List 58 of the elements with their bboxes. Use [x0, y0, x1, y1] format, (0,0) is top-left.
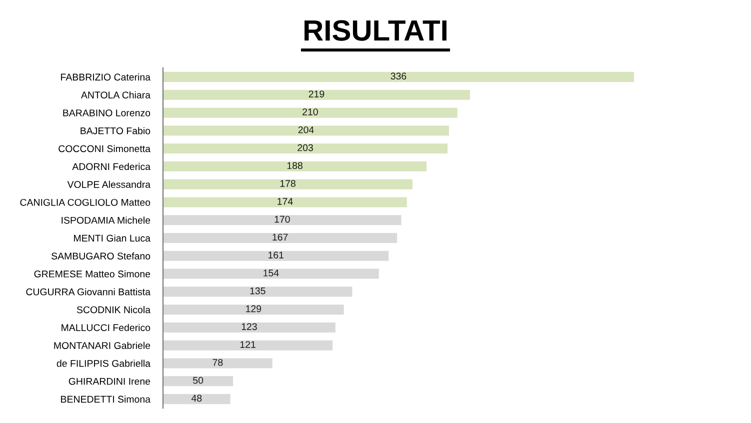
data-label: 154 [264, 270, 279, 276]
bar [163, 108, 458, 118]
bar [163, 126, 449, 136]
bar [163, 197, 407, 208]
bar [163, 179, 413, 190]
bar [163, 144, 448, 154]
bar [163, 90, 470, 100]
data-label: 174 [278, 198, 293, 205]
y-tick-label: GREMESE Matteo Simone [34, 270, 150, 278]
bar [163, 215, 402, 226]
data-label: 161 [268, 252, 284, 259]
y-tick-label: BAJETTO Fabio [80, 127, 150, 134]
data-label: 210 [302, 108, 318, 116]
y-tick-label: MONTANARI Gabriele [54, 342, 150, 349]
y-tick-label: MALLUCCI Federico [62, 324, 150, 332]
y-tick-label: ANTOLA Chiara [80, 91, 150, 98]
data-label: 219 [308, 90, 324, 98]
data-label: 123 [242, 323, 257, 330]
data-label: 78 [212, 358, 223, 366]
y-tick-label: FABBRIZIO Caterina [61, 73, 151, 81]
y-tick-label: BENEDETTI Simona [61, 396, 150, 403]
y-tick-label: COCCONI Simonetta [58, 145, 150, 152]
data-label: 204 [298, 126, 314, 134]
bar [163, 250, 389, 261]
data-label: 48 [191, 394, 202, 402]
data-label: 170 [274, 216, 290, 223]
y-tick-label: SAMBUGARO Stefano [52, 252, 150, 260]
y-tick-label: SCODNIK Nicola [76, 306, 150, 314]
bar [163, 161, 427, 172]
data-label: 135 [250, 287, 266, 294]
y-tick-label: CUGURRA Giovanni Battista [26, 288, 150, 296]
bar [163, 232, 398, 244]
data-label: 188 [287, 162, 302, 170]
data-label: 203 [298, 144, 313, 152]
y-tick-label: GHIRARDINI Irene [68, 378, 150, 385]
chart-title: RISULTATI [304, 20, 446, 41]
bar [163, 72, 634, 82]
y-tick-label: de FILIPPIS Gabriella [56, 360, 151, 367]
y-tick-label: VOLPE Alessandra [67, 180, 150, 188]
data-label: 178 [280, 180, 296, 187]
data-label: 50 [193, 376, 204, 384]
y-tick-label: BARABINO Lorenzo [63, 109, 150, 116]
y-tick-label: MENTI Gian Luca [74, 234, 151, 242]
bar [163, 358, 272, 368]
bar [163, 286, 352, 297]
data-label: 121 [240, 341, 256, 348]
data-label: 336 [390, 72, 406, 80]
bar [163, 304, 344, 315]
data-label: 167 [272, 234, 288, 241]
bar [163, 268, 379, 279]
data-label: 129 [246, 305, 262, 312]
bar [163, 394, 230, 404]
y-tick-label: CANIGLIA COGLIOLO Matteo [20, 198, 150, 206]
bar [163, 322, 336, 332]
y-tick-label: ISPODAMIA Michele [62, 216, 150, 224]
y-tick-label: ADORNI Federica [72, 162, 150, 170]
bar [163, 340, 333, 350]
bar [163, 376, 234, 386]
